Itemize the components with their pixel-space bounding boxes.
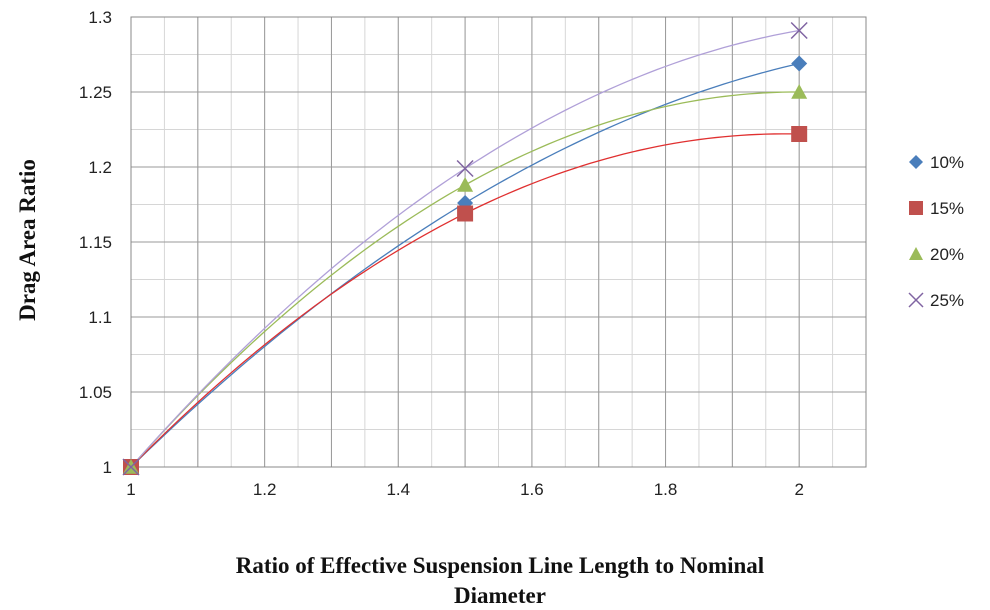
x-tick-label: 2: [794, 480, 803, 499]
y-axis-tick-labels: 1 1.05 1.1 1.15 1.2 1.25 1.3: [79, 8, 112, 477]
y-tick-label: 1.25: [79, 83, 112, 102]
point-15pct: [457, 205, 474, 222]
y-tick-label: 1.15: [79, 233, 112, 252]
x-axis-tick-labels: 1 1.2 1.4 1.6 1.8 2: [126, 480, 804, 499]
y-tick-label: 1.05: [79, 383, 112, 402]
point-20pct: [457, 177, 474, 192]
point-15pct: [791, 126, 808, 142]
point-20pct: [791, 84, 808, 99]
point-25pct: [122, 458, 140, 476]
x-axis-title-line-1: Ratio of Effective Suspension Line Lengt…: [236, 553, 764, 578]
plot-area-border: [130, 16, 867, 468]
x-axis-title-line-2: Diameter: [454, 583, 546, 608]
legend: 10% 15% 20% 25%: [908, 153, 964, 310]
point-10pct: [791, 55, 808, 72]
x-tick-label: 1.6: [520, 480, 544, 499]
legend-label: 15%: [930, 199, 964, 218]
point-25pct: [456, 159, 474, 178]
legend-marker-10pct: [909, 155, 923, 169]
legend-marker-20pct: [909, 247, 923, 260]
y-tick-label: 1: [103, 458, 112, 477]
legend-marker-15pct: [909, 201, 923, 215]
legend-marker-25pct: [908, 292, 924, 308]
x-tick-label: 1.8: [654, 480, 678, 499]
point-25pct: [790, 21, 808, 40]
y-tick-label: 1.2: [88, 158, 112, 177]
legend-label: 25%: [930, 291, 964, 310]
y-tick-label: 1.1: [88, 308, 112, 327]
x-tick-label: 1.4: [386, 480, 410, 499]
y-axis-title: Drag Area Ratio: [15, 159, 40, 321]
x-tick-label: 1.2: [253, 480, 277, 499]
legend-label: 20%: [930, 245, 964, 264]
y-tick-label: 1.3: [88, 8, 112, 27]
data-markers: [122, 21, 808, 476]
legend-label: 10%: [930, 153, 964, 172]
x-tick-label: 1: [126, 480, 135, 499]
